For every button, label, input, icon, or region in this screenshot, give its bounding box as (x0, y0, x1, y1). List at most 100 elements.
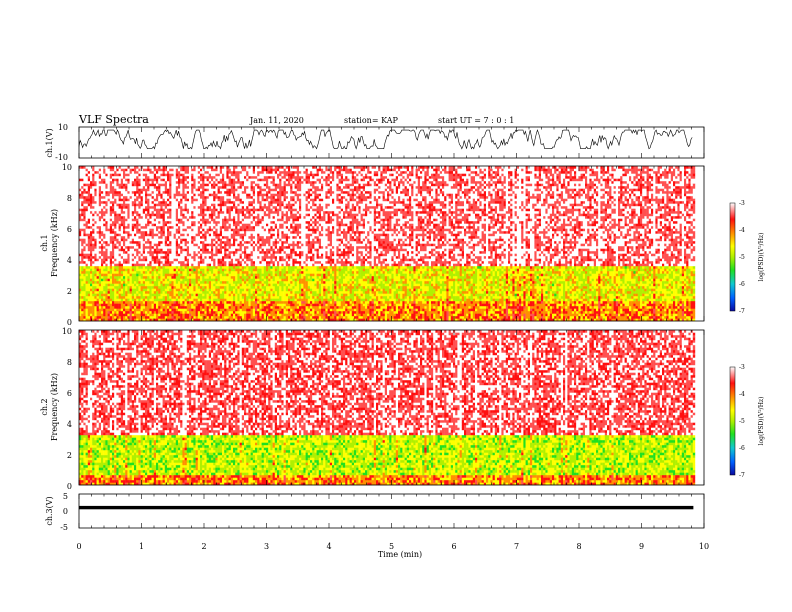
spectrogram-cell (191, 281, 193, 284)
spectrogram-cell (88, 221, 90, 224)
spectrogram-cell (130, 299, 132, 302)
spectrogram-cell (88, 251, 90, 254)
spectrogram-cell (176, 194, 178, 197)
spectrogram-cell (169, 261, 171, 264)
spectrogram-cell (169, 226, 171, 229)
spectrogram-cell (116, 239, 118, 242)
spectrogram-cell (158, 289, 160, 292)
spectrogram-cell (174, 299, 176, 302)
spectrogram-cell (108, 199, 110, 202)
spectrogram-cell (149, 246, 151, 249)
spectrogram-cell (83, 249, 85, 252)
spectrogram-cell (125, 304, 127, 307)
spectrogram-cell (180, 286, 182, 289)
spectrogram-cell (97, 276, 99, 279)
spectrogram-cell (167, 274, 169, 277)
spectrogram-cell (125, 231, 127, 234)
spectrogram-cell (99, 269, 101, 272)
spectrogram-cell (83, 224, 85, 227)
spectrogram-cell (171, 266, 173, 269)
spectrogram-cell (92, 219, 94, 222)
spectrogram-cell (138, 261, 140, 264)
spectrogram-cell (125, 206, 127, 209)
spectrogram-cell (127, 299, 129, 302)
spectrogram-cell (189, 201, 191, 204)
spectrogram-cell (112, 206, 114, 209)
spectrogram-cell (156, 176, 158, 179)
spectrogram-cell (108, 209, 110, 212)
spectrogram-cell (154, 311, 156, 314)
spectrogram-cell (119, 196, 121, 199)
spectrogram-cell (174, 264, 176, 267)
spectrogram-cell (105, 299, 107, 302)
spectrogram-cell (90, 194, 92, 197)
spectrogram-cell (92, 279, 94, 282)
spectrogram-cell (182, 206, 184, 209)
spectrogram-cell (189, 219, 191, 222)
spectrogram-cell (160, 269, 162, 272)
spectrogram-cell (182, 256, 184, 259)
spectrogram-cell (167, 236, 169, 239)
spectrogram-cell (94, 264, 96, 267)
spectrogram-cell (94, 246, 96, 249)
spectrogram-cell (182, 251, 184, 254)
spectrogram-cell (94, 276, 96, 279)
spectrogram-cell (185, 176, 187, 179)
spectrogram-cell (138, 264, 140, 267)
spectrogram-cell (156, 171, 158, 174)
spectrogram-cell (136, 241, 138, 244)
spectrogram-cell (108, 271, 110, 274)
spectrogram-cell (83, 246, 85, 249)
spectrogram-cell (165, 189, 167, 192)
spectrogram-cell (94, 201, 96, 204)
spectrogram-cell (116, 206, 118, 209)
spectrogram-cell (145, 229, 147, 232)
spectrogram-cell (141, 219, 143, 222)
spectrogram-cell (101, 234, 103, 237)
spectrogram-cell (112, 254, 114, 257)
spectrogram-cell (193, 306, 195, 309)
spectrogram-cell (97, 286, 99, 289)
spectrogram-cell (88, 219, 90, 222)
spectrogram-cell (156, 281, 158, 284)
spectrogram-cell (112, 226, 114, 229)
spectrogram-cell (94, 176, 96, 179)
spectrogram-cell (158, 216, 160, 219)
spectrogram-cell (193, 224, 195, 227)
spectrogram-cell (103, 244, 105, 247)
spectrogram-cell (187, 189, 189, 192)
spectrogram-cell (132, 316, 134, 319)
spectrogram-cell (97, 184, 99, 187)
spectrogram-cell (138, 194, 140, 197)
spectrogram-cell (125, 241, 127, 244)
spectrogram-cell (90, 254, 92, 257)
spectrogram-cell (81, 239, 83, 242)
spectrogram-cell (127, 231, 129, 234)
spectrogram-cell (167, 304, 169, 307)
spectrogram-cell (141, 251, 143, 254)
spectrogram-cell (97, 274, 99, 277)
spectrogram-cell (160, 231, 162, 234)
spectrogram-cell (141, 256, 143, 259)
spectrogram-cell (163, 316, 165, 319)
spectrogram-cell (110, 191, 112, 194)
spectrogram-cell (145, 261, 147, 264)
spectrogram-cell (185, 181, 187, 184)
spectrogram-cell (97, 299, 99, 302)
spectrogram-cell (90, 179, 92, 182)
spectrogram-cell (171, 211, 173, 214)
spectrogram-cell (160, 301, 162, 304)
spectrogram-cell (174, 309, 176, 312)
spectrogram-cell (147, 221, 149, 224)
spectrogram-cell (114, 169, 116, 172)
spectrogram-cell (176, 269, 178, 272)
spectrogram-cell (127, 254, 129, 257)
spectrogram-cell (156, 211, 158, 214)
spectrogram-cell (141, 216, 143, 219)
spectrogram-cell (103, 261, 105, 264)
spectrogram-cell (105, 196, 107, 199)
spectrogram-cell (123, 239, 125, 242)
spectrogram-cell (178, 304, 180, 307)
spectrogram-cell (86, 229, 88, 232)
spectrogram-cell (141, 309, 143, 312)
